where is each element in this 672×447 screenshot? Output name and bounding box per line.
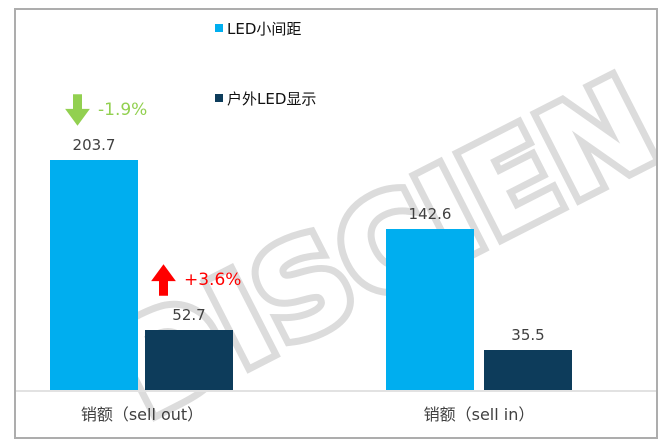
legend-item-outdoor-led: 户外LED显示 (215, 88, 316, 108)
legend-item-led-fine-pitch: LED小间距 (215, 18, 316, 38)
value-label: 52.7 (172, 306, 206, 324)
bar-series1-group1 (484, 350, 572, 390)
bar-series1-group0 (145, 330, 233, 390)
annotation-text: +3.6% (184, 270, 242, 290)
annotation-growth: +3.6% (150, 264, 241, 296)
category-label: 销额（sell out） (80, 405, 204, 424)
up-arrow-icon (151, 264, 176, 296)
down-arrow-icon (65, 94, 90, 126)
value-label: 35.5 (511, 326, 545, 344)
legend-label: 户外LED显示 (227, 89, 317, 108)
value-label: 142.6 (408, 205, 452, 223)
chart-frame: DISCIEN 203.7 52.7 销额（sell out） 142.6 35.5 销额… (14, 8, 658, 439)
category-label: 销额（sell in） (423, 405, 535, 424)
annotation-decline: -1.9% (64, 94, 147, 126)
bar-series0-group1 (386, 229, 474, 390)
plot-area: 203.7 52.7 销额（sell out） 142.6 35.5 销额（sell in… (16, 10, 656, 437)
annotation-text: -1.9% (98, 100, 148, 120)
legend-swatch-icon (215, 94, 223, 102)
x-axis-line (16, 390, 656, 392)
legend: LED小间距 户外LED显示 (215, 18, 316, 158)
bar-series0-group0 (50, 160, 138, 390)
legend-swatch-icon (215, 24, 223, 32)
value-label: 203.7 (72, 136, 116, 154)
legend-label: LED小间距 (227, 19, 302, 38)
